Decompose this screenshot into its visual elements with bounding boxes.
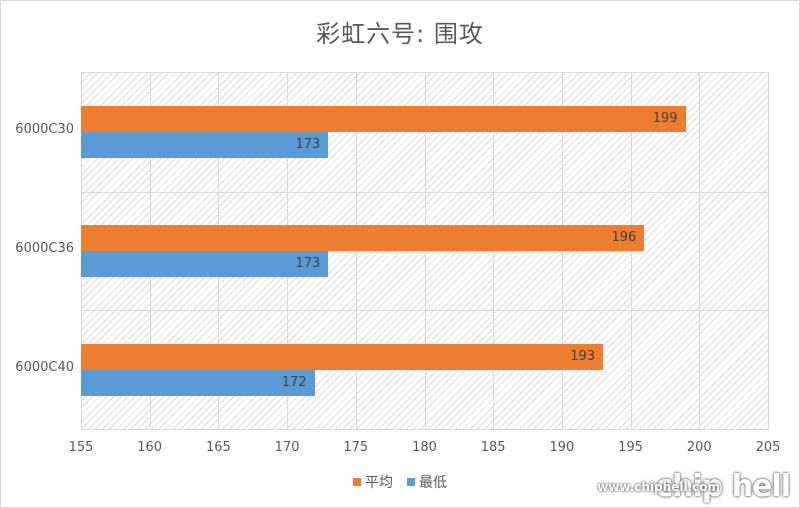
gridline-horizontal [81, 191, 768, 193]
data-label: 173 [295, 137, 321, 153]
legend: 平均 最低 [0, 472, 800, 492]
data-label: 199 [652, 111, 678, 127]
data-label: 172 [281, 374, 307, 390]
x-tick-label: 170 [274, 440, 300, 455]
x-tick-label: 190 [549, 440, 575, 455]
bar-minimum: 173 [81, 251, 329, 277]
watermark-logo: chip hell [655, 469, 791, 504]
legend-item: 平均 [353, 472, 393, 492]
x-tick-label: 175 [343, 440, 369, 455]
data-label: 173 [295, 256, 321, 271]
category-label: 6000C36 [15, 241, 74, 256]
gridline-vertical [699, 73, 701, 429]
bar-average: 196 [81, 225, 645, 251]
x-tick-label: 205 [755, 440, 781, 455]
x-tick-label: 185 [480, 440, 506, 455]
x-tick-label: 165 [205, 440, 231, 455]
bar-average: 193 [81, 343, 604, 370]
x-tick-label: 155 [68, 440, 94, 455]
gridline-vertical [768, 73, 769, 429]
bar-minimum: 172 [81, 369, 315, 396]
legend-item: 最低 [407, 472, 447, 492]
gridline-vertical [424, 73, 426, 429]
gridline-vertical [355, 73, 357, 429]
x-tick-label: 200 [686, 440, 712, 455]
watermark: chip hell [655, 469, 791, 504]
legend-swatch-icon [407, 478, 415, 486]
gridline-vertical [630, 73, 632, 429]
gridline-vertical [561, 73, 563, 429]
category-label: 6000C40 [15, 359, 74, 375]
x-tick-label: 195 [618, 440, 643, 455]
data-label: 196 [611, 230, 637, 245]
data-label: 193 [570, 348, 596, 364]
bar-minimum: 173 [81, 132, 329, 159]
gridline-horizontal [81, 310, 768, 312]
gridline-vertical [493, 73, 495, 429]
plot-area: 199 173 196 173 193 172 [81, 72, 769, 430]
legend-swatch-icon [353, 478, 361, 486]
bar-average: 199 [81, 106, 686, 133]
chart-title: 彩虹六号: 围攻 [316, 20, 484, 48]
watermark-url: www.chiphell.com [597, 480, 720, 494]
legend-label: 最低 [419, 475, 447, 491]
x-tick-label: 160 [137, 440, 163, 455]
legend-label: 平均 [365, 475, 393, 491]
x-tick-label: 180 [412, 440, 437, 455]
category-label: 6000C30 [15, 122, 74, 138]
